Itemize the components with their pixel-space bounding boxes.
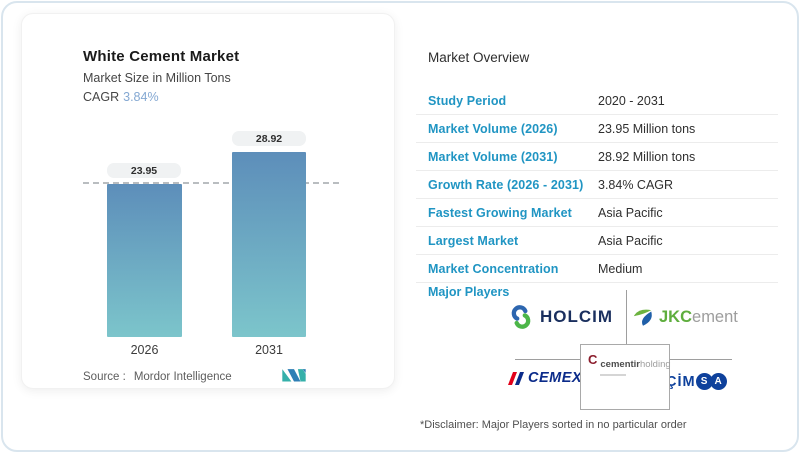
row-value: 23.95 Million tons: [598, 121, 696, 136]
row-label: Largest Market: [428, 233, 519, 248]
jkcement-wordmark: JKCement: [659, 307, 738, 326]
row-label: Growth Rate (2026 - 2031): [428, 177, 584, 192]
cimsa-circle-a: A: [709, 373, 727, 390]
row-label: Market Volume (2026): [428, 121, 558, 136]
cimsa-logo: ÇİM S A: [666, 373, 727, 390]
x-axis-label-2031: 2031: [255, 343, 283, 357]
row-value: 3.84% CAGR: [598, 177, 674, 192]
bar-2031: [232, 152, 306, 337]
mordor-intelligence-icon: [282, 369, 306, 382]
cimsa-wordmark: ÇİM: [666, 373, 696, 390]
cimsa-circle-s: S: [695, 373, 713, 390]
row-label: Market Concentration: [428, 261, 559, 276]
row-label: Fastest Growing Market: [428, 205, 572, 220]
overview-table: Study Period 2020 - 2031 Market Volume (…: [416, 87, 778, 283]
bar-chart: 23.95 28.92 2026 2031: [22, 131, 394, 357]
row-value: Asia Pacific: [598, 233, 663, 248]
cementir-subtext-rule: [600, 374, 627, 376]
cemex-wordmark: CEMEX: [528, 370, 583, 386]
holcim-icon: [511, 305, 531, 329]
cemex-slashes-icon: [508, 371, 524, 385]
connector-left-line: [515, 359, 580, 360]
jkcement-icon: [633, 309, 652, 326]
row-label: Market Volume (2031): [428, 149, 558, 164]
table-row: Study Period 2020 - 2031: [416, 87, 778, 115]
holcim-logo: HOLCIM: [508, 304, 613, 330]
cementir-wordmark: cementirholding: [600, 354, 671, 376]
source-row: Source : Mordor Intelligence: [83, 371, 232, 383]
cagr-value: 3.84%: [123, 90, 159, 104]
cementir-icon: C: [588, 352, 598, 367]
x-axis-label-2026: 2026: [130, 343, 159, 357]
holcim-wordmark: HOLCIM: [540, 307, 614, 326]
overview-title: Market Overview: [428, 50, 530, 65]
market-size-card: White Cement Market Market Size in Milli…: [21, 13, 395, 389]
table-row: Market Volume (2026) 23.95 Million tons: [416, 115, 778, 143]
connector-vertical-line: [626, 290, 627, 346]
bar-value-label-2031: 28.92: [232, 131, 306, 146]
table-row: Market Volume (2031) 28.92 Million tons: [416, 143, 778, 171]
major-players-label: Major Players: [428, 285, 510, 299]
row-label: Study Period: [428, 93, 507, 108]
table-row: Fastest Growing Market Asia Pacific: [416, 199, 778, 227]
cementir-logo: C cementirholding: [588, 352, 671, 376]
market-overview-panel: Market Overview Study Period 2020 - 2031…: [416, 3, 778, 456]
disclaimer-text: *Disclaimer: Major Players sorted in no …: [420, 419, 687, 431]
jkcement-logo: JKCement: [632, 306, 738, 328]
connector-right-line: [668, 359, 732, 360]
reference-dashed-line: [83, 182, 339, 184]
cagr-line: CAGR 3.84%: [83, 90, 159, 104]
table-row: Market Concentration Medium: [416, 255, 778, 283]
table-row: Growth Rate (2026 - 2031) 3.84% CAGR: [416, 171, 778, 199]
row-value: Asia Pacific: [598, 205, 663, 220]
card-subtitle: Market Size in Million Tons: [83, 71, 231, 85]
row-value: Medium: [598, 261, 643, 276]
cagr-label: CAGR: [83, 90, 120, 104]
source-label: Source :: [83, 371, 126, 383]
row-value: 28.92 Million tons: [598, 149, 696, 164]
table-row: Largest Market Asia Pacific: [416, 227, 778, 255]
source-value: Mordor Intelligence: [133, 371, 232, 383]
bar-2026: [107, 184, 182, 337]
row-value: 2020 - 2031: [598, 93, 665, 108]
cemex-logo: CEMEX: [508, 370, 582, 386]
bar-value-label-2026: 23.95: [107, 163, 181, 178]
cementir-box: C cementirholding: [580, 344, 671, 410]
card-title: White Cement Market: [83, 48, 240, 65]
